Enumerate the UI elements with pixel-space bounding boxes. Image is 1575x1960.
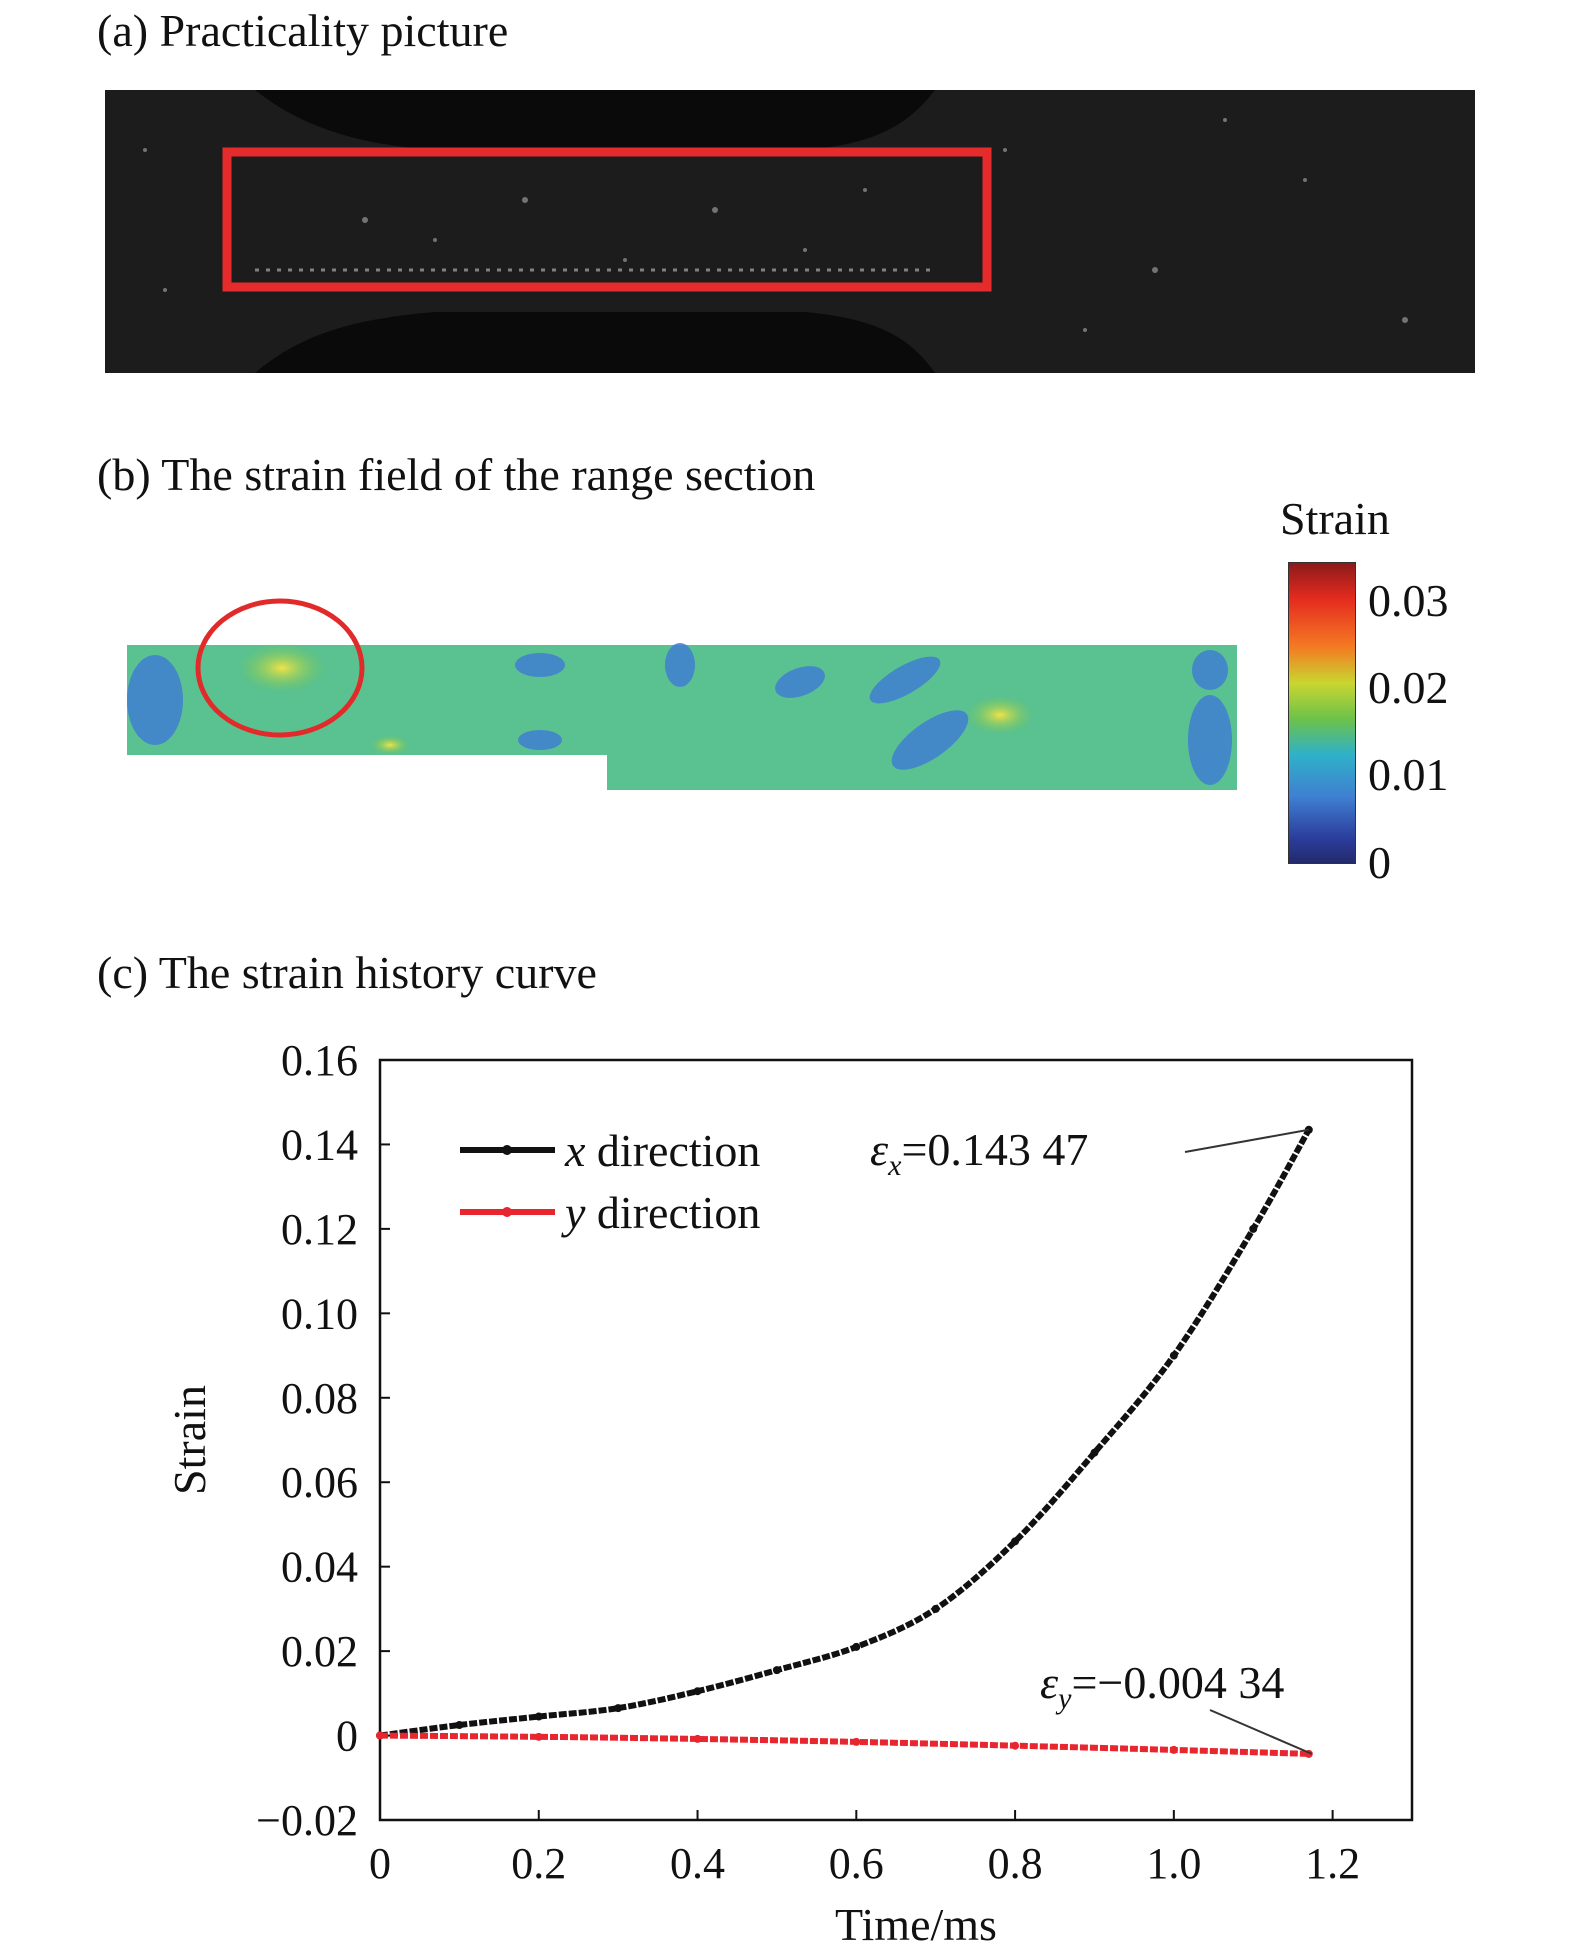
strain-field-map [127, 598, 1237, 790]
y-tick-label: 0.06 [281, 1458, 358, 1507]
y-direction-line [379, 1732, 1309, 1757]
legend-marker [502, 1207, 512, 1217]
y-direction-point [1011, 1741, 1020, 1750]
y-direction-point [693, 1734, 702, 1743]
colorbar-tick: 0.03 [1368, 575, 1449, 626]
legend-marker [502, 1145, 512, 1155]
colorbar-title: Strain [1280, 493, 1390, 544]
x-tick-label: 0.2 [511, 1839, 566, 1888]
legend-label: x direction [564, 1125, 760, 1176]
annotation: εy=−0.004 34 [1040, 1657, 1284, 1715]
plot-frame [378, 1058, 1414, 1822]
x-tick-label: 0 [369, 1839, 391, 1888]
x-direction-point [1249, 1224, 1258, 1233]
specimen-photo [105, 90, 1475, 373]
y-tick-label: 0 [336, 1712, 358, 1761]
x-direction-point [852, 1642, 861, 1651]
x-direction-point [614, 1704, 623, 1713]
colorbar [1288, 562, 1356, 864]
x-tick-label: 0.4 [670, 1839, 725, 1888]
x-direction-point [1090, 1448, 1099, 1457]
y-direction-point [376, 1731, 384, 1740]
x-direction-line [379, 1128, 1312, 1739]
y-direction-point [852, 1737, 861, 1746]
y-tick-label: 0.14 [281, 1120, 358, 1169]
y-tick-label: −0.02 [256, 1796, 358, 1845]
y-tick-label: 0.16 [281, 1036, 358, 1085]
x-direction-point [931, 1604, 940, 1613]
x-direction-point [455, 1721, 464, 1729]
panel-a-title: (a) Practicality picture [97, 5, 509, 56]
colorbar-tick: 0.01 [1368, 749, 1449, 800]
y-direction-point [1169, 1745, 1178, 1754]
x-tick-label: 0.6 [829, 1839, 884, 1888]
x-tick-label: 1.0 [1146, 1839, 1201, 1888]
colorbar-tick: 0.02 [1368, 662, 1449, 713]
annotation: εx=0.143 47 [870, 1124, 1088, 1182]
y-tick-label: 0.10 [281, 1289, 358, 1338]
y-tick-label: 0.04 [281, 1543, 358, 1592]
y-tick-label: 0.08 [281, 1374, 358, 1423]
x-axis-label: Time/ms [835, 1899, 997, 1950]
y-tick-label: 0.12 [281, 1205, 358, 1254]
panel-b-title: (b) The strain field of the range sectio… [97, 449, 816, 500]
x-direction-point [1169, 1351, 1178, 1360]
x-tick-label: 0.8 [988, 1839, 1043, 1888]
x-direction-point [772, 1666, 781, 1675]
y-direction-point [534, 1732, 543, 1741]
y-tick-label: 0.02 [281, 1627, 358, 1676]
panel-c-title: (c) The strain history curve [97, 947, 597, 998]
x-direction-point [693, 1687, 702, 1696]
colorbar-tick: 0 [1368, 837, 1391, 888]
y-axis-label: Strain [164, 1385, 215, 1495]
annotation-leader [1209, 1709, 1313, 1755]
legend-label: y direction [561, 1187, 760, 1238]
x-direction-point [534, 1712, 543, 1721]
annotation-leader [1184, 1128, 1309, 1153]
x-direction-point [1011, 1537, 1020, 1546]
x-tick-label: 1.2 [1305, 1839, 1360, 1888]
